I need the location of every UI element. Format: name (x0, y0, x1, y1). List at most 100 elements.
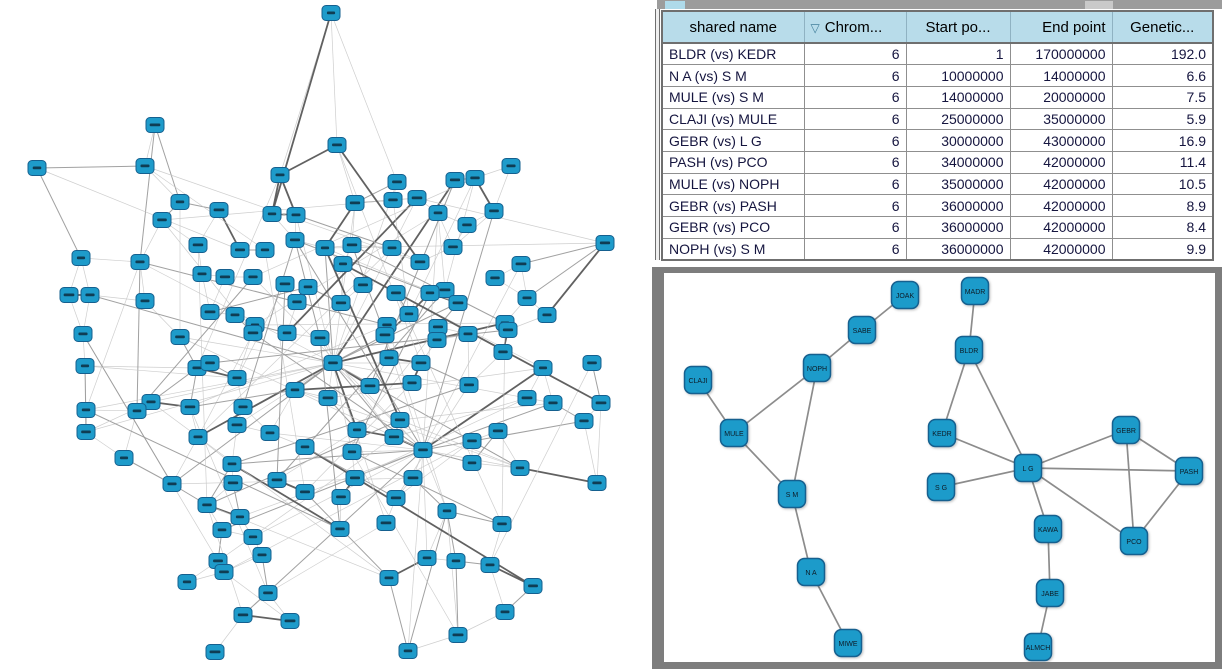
overview-node[interactable] (446, 553, 466, 569)
overview-node[interactable] (327, 137, 347, 153)
table-cell[interactable]: GEBR (vs) PCO (661, 216, 805, 239)
table-cell[interactable]: 8.9 (1111, 194, 1214, 217)
overview-node[interactable] (517, 290, 537, 306)
column-header-endpoint[interactable]: End point (1009, 11, 1112, 44)
table-cell[interactable]: 5.9 (1111, 107, 1214, 131)
overview-node[interactable] (331, 295, 351, 311)
overview-node[interactable] (71, 250, 91, 266)
overview-node[interactable] (427, 332, 447, 348)
table-cell[interactable]: 8.4 (1111, 216, 1214, 239)
table-cell[interactable]: 42000000 (1009, 216, 1113, 239)
overview-node[interactable] (252, 547, 272, 563)
table-cell[interactable]: 6 (803, 237, 907, 261)
overview-node[interactable] (222, 456, 242, 472)
table-cell[interactable]: 6 (803, 64, 907, 87)
node-pco[interactable]: PCO (1119, 526, 1149, 556)
overview-node[interactable] (295, 484, 315, 500)
overview-node[interactable] (413, 442, 433, 458)
overview-node[interactable] (386, 285, 406, 301)
node-l-g[interactable]: L G (1013, 453, 1043, 483)
node-mule[interactable]: MULE (719, 418, 749, 448)
overview-node[interactable] (230, 509, 250, 525)
overview-node[interactable] (403, 470, 423, 486)
overview-node[interactable] (323, 355, 343, 371)
table-cell[interactable]: 20000000 (1009, 85, 1113, 109)
overview-node[interactable] (501, 158, 521, 174)
overview-node[interactable] (376, 515, 396, 531)
subnetwork-edge[interactable] (968, 349, 1029, 469)
overview-node[interactable] (465, 170, 485, 186)
overview-node[interactable] (347, 422, 367, 438)
table-cell[interactable]: 10.5 (1111, 172, 1214, 196)
overview-node[interactable] (402, 375, 422, 391)
table-cell[interactable]: GEBR (vs) L G (661, 129, 805, 152)
overview-node[interactable] (379, 350, 399, 366)
overview-node[interactable] (543, 395, 563, 411)
panel-tab-active[interactable] (665, 1, 685, 9)
overview-node[interactable] (383, 192, 403, 208)
overview-node[interactable] (587, 475, 607, 491)
node-sabe[interactable]: SABE (847, 315, 877, 345)
table-cell[interactable]: 36000000 (905, 237, 1011, 261)
overview-node[interactable] (379, 570, 399, 586)
overview-node[interactable] (488, 423, 508, 439)
overview-node[interactable] (188, 237, 208, 253)
table-cell[interactable]: MULE (vs) S M (661, 85, 805, 109)
overview-node[interactable] (114, 450, 134, 466)
overview-node[interactable] (80, 287, 100, 303)
table-cell[interactable]: 35000000 (1009, 107, 1113, 131)
table-cell[interactable]: BLDR (vs) KEDR (661, 42, 805, 66)
node-claji[interactable]: CLAJI (683, 365, 713, 395)
table-row[interactable]: CLAJI (vs) MULE 6 25000000 35000000 5.9 (661, 107, 1214, 131)
table-cell[interactable]: 42000000 (1009, 172, 1113, 196)
table-row[interactable]: BLDR (vs) KEDR 6 1 170000000 192.0 (661, 42, 1214, 66)
overview-node[interactable] (209, 202, 229, 218)
overview-node[interactable] (200, 355, 220, 371)
table-cell[interactable]: 35000000 (905, 172, 1011, 196)
overview-node[interactable] (170, 194, 190, 210)
table-cell[interactable]: 6 (803, 85, 907, 109)
column-header-startpo[interactable]: Start po... (905, 11, 1010, 44)
overview-node[interactable] (152, 212, 172, 228)
overview-node[interactable] (330, 521, 350, 537)
table-cell[interactable]: CLAJI (vs) MULE (661, 107, 805, 131)
overview-node[interactable] (197, 497, 217, 513)
overview-node[interactable] (135, 293, 155, 309)
overview-node[interactable] (205, 644, 225, 660)
overview-node[interactable] (223, 475, 243, 491)
overview-node[interactable] (410, 254, 430, 270)
table-cell[interactable]: 30000000 (905, 129, 1011, 152)
overview-node[interactable] (342, 237, 362, 253)
overview-node[interactable] (511, 256, 531, 272)
column-header-genetic[interactable]: Genetic... (1111, 11, 1213, 44)
overview-node[interactable] (27, 160, 47, 176)
overview-node[interactable] (310, 330, 330, 346)
node-s-g[interactable]: S G (926, 472, 956, 502)
table-cell[interactable]: N A (vs) S M (661, 64, 805, 87)
overview-node[interactable] (480, 557, 500, 573)
overview-node[interactable] (517, 390, 537, 406)
node-gebr[interactable]: GEBR (1111, 415, 1141, 445)
overview-node[interactable] (75, 358, 95, 374)
overview-node[interactable] (445, 172, 465, 188)
table-row[interactable]: GEBR (vs) PCO 6 36000000 42000000 8.4 (661, 216, 1214, 239)
overview-node[interactable] (458, 326, 478, 342)
overview-node[interactable] (484, 203, 504, 219)
overview-node[interactable] (127, 403, 147, 419)
overview-node[interactable] (510, 460, 530, 476)
overview-node[interactable] (285, 382, 305, 398)
table-cell[interactable]: 25000000 (905, 107, 1011, 131)
table-cell[interactable]: 10000000 (905, 64, 1011, 87)
column-header-sharedname[interactable]: shared name (661, 11, 804, 44)
node-miwe[interactable]: MIWE (833, 628, 863, 658)
table-cell[interactable]: 192.0 (1111, 42, 1214, 66)
overview-node[interactable] (230, 242, 250, 258)
overview-node[interactable] (375, 327, 395, 343)
node-jabe[interactable]: JABE (1035, 578, 1065, 608)
overview-node[interactable] (233, 399, 253, 415)
overview-node[interactable] (428, 205, 448, 221)
overview-node[interactable] (390, 412, 410, 428)
overview-node[interactable] (582, 355, 602, 371)
node-kedr[interactable]: KEDR (927, 418, 957, 448)
table-cell[interactable]: 6 (803, 172, 907, 196)
